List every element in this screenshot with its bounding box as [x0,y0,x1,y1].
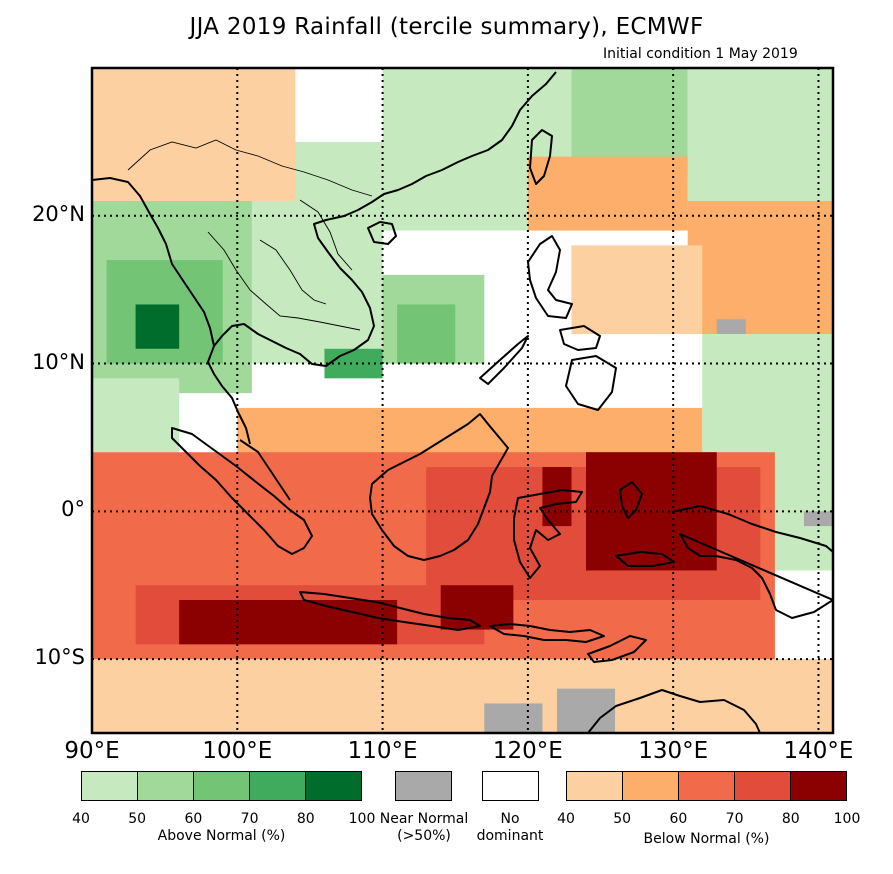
coast-australia [587,689,761,733]
country-borders [127,139,373,331]
below-normal-tick-label: 60 [669,811,688,827]
map-frame [90,66,835,735]
below-normal-color-cell [735,772,791,800]
above-normal-region [324,348,383,379]
longitude-label: 110°E [347,738,418,764]
coastlines [92,71,833,733]
above-normal-color-cell [194,772,250,800]
near-normal-region [484,703,543,733]
tercile-cells [92,68,833,733]
no-dominant-swatch [482,771,539,801]
above-normal-tick-label: 40 [72,811,90,827]
near-normal-swatch [395,771,452,801]
below-normal-color-cell [791,772,846,800]
below-normal-region [571,245,703,334]
above-normal-tick-label: 80 [296,811,315,827]
near-normal-region [556,688,616,733]
coast-sulawesi [513,489,583,579]
below-normal-tick-label: 80 [781,811,800,827]
below-normal-region [92,68,296,201]
below-normal-region [687,201,833,334]
above-normal-region [687,68,833,201]
below-normal-region [542,467,572,527]
longitude-label: 90°E [64,738,120,764]
near-normal-label: Near Normal (>50%) [379,811,469,844]
latitude-label: 10°N [32,349,85,374]
coast-nusa-tenggara [489,623,605,643]
near-normal-region [716,319,746,334]
above-normal-region [135,304,180,349]
above-normal-region [397,304,456,364]
coast-java [299,591,481,631]
below-normal-region [527,156,688,231]
coast-mainland [92,71,557,445]
longitude-label: 140°E [783,738,854,764]
latitude-label: 20°N [32,201,85,226]
below-normal-tick-label: 70 [725,811,744,827]
below-normal-tick-label: 100 [833,811,861,827]
no-dominant-label: No dominant [476,811,544,844]
longitude-label: 100°E [202,738,273,764]
latitude-label: 0° [61,497,85,522]
below-normal-tick-label: 40 [557,811,575,827]
below-normal-region [92,659,833,733]
longitude-label: 130°E [638,738,709,764]
above-normal-region [92,378,180,453]
coast-new-guinea [671,505,833,619]
above-normal-tick-label: 100 [348,811,376,827]
latitude-label: 10°S [34,645,85,670]
above-normal-color-cell [250,772,306,800]
above-normal-color-cell [306,772,361,800]
below-normal-title: Below Normal (%) [643,831,770,847]
map-title: JJA 2019 Rainfall (tercile summary), ECM… [189,14,704,40]
below-normal-colorbar [566,771,847,801]
below-normal-color-cell [679,772,735,800]
coast-sumatra [171,427,313,555]
coast-luzon [527,235,573,319]
below-normal-region [440,585,514,630]
above-normal-tick-label: 60 [184,811,203,827]
coast-halmahera [619,481,643,519]
below-normal-tick-label: 50 [613,811,632,827]
above-normal-colorbar [81,771,362,801]
below-normal-region [179,600,398,645]
initial-condition-subtitle: Initial condition 1 May 2019 [603,46,798,62]
coast-timor [587,635,647,663]
above-normal-color-cell [82,772,138,800]
above-normal-tick-label: 70 [240,811,259,827]
coast-mindanao [565,355,617,411]
above-normal-title: Above Normal (%) [157,828,286,844]
above-normal-tick-label: 50 [128,811,147,827]
coast-borneo [369,413,509,561]
coast-palawan [479,335,529,385]
coast-malaya [239,439,291,501]
below-normal-color-cell [567,772,623,800]
above-normal-color-cell [138,772,194,800]
coast-hainan [367,221,397,245]
coast-taiwan [529,129,553,185]
above-normal-region [571,68,688,172]
longitude-label: 120°E [492,738,563,764]
below-normal-color-cell [623,772,679,800]
coast-visayas [559,325,601,351]
